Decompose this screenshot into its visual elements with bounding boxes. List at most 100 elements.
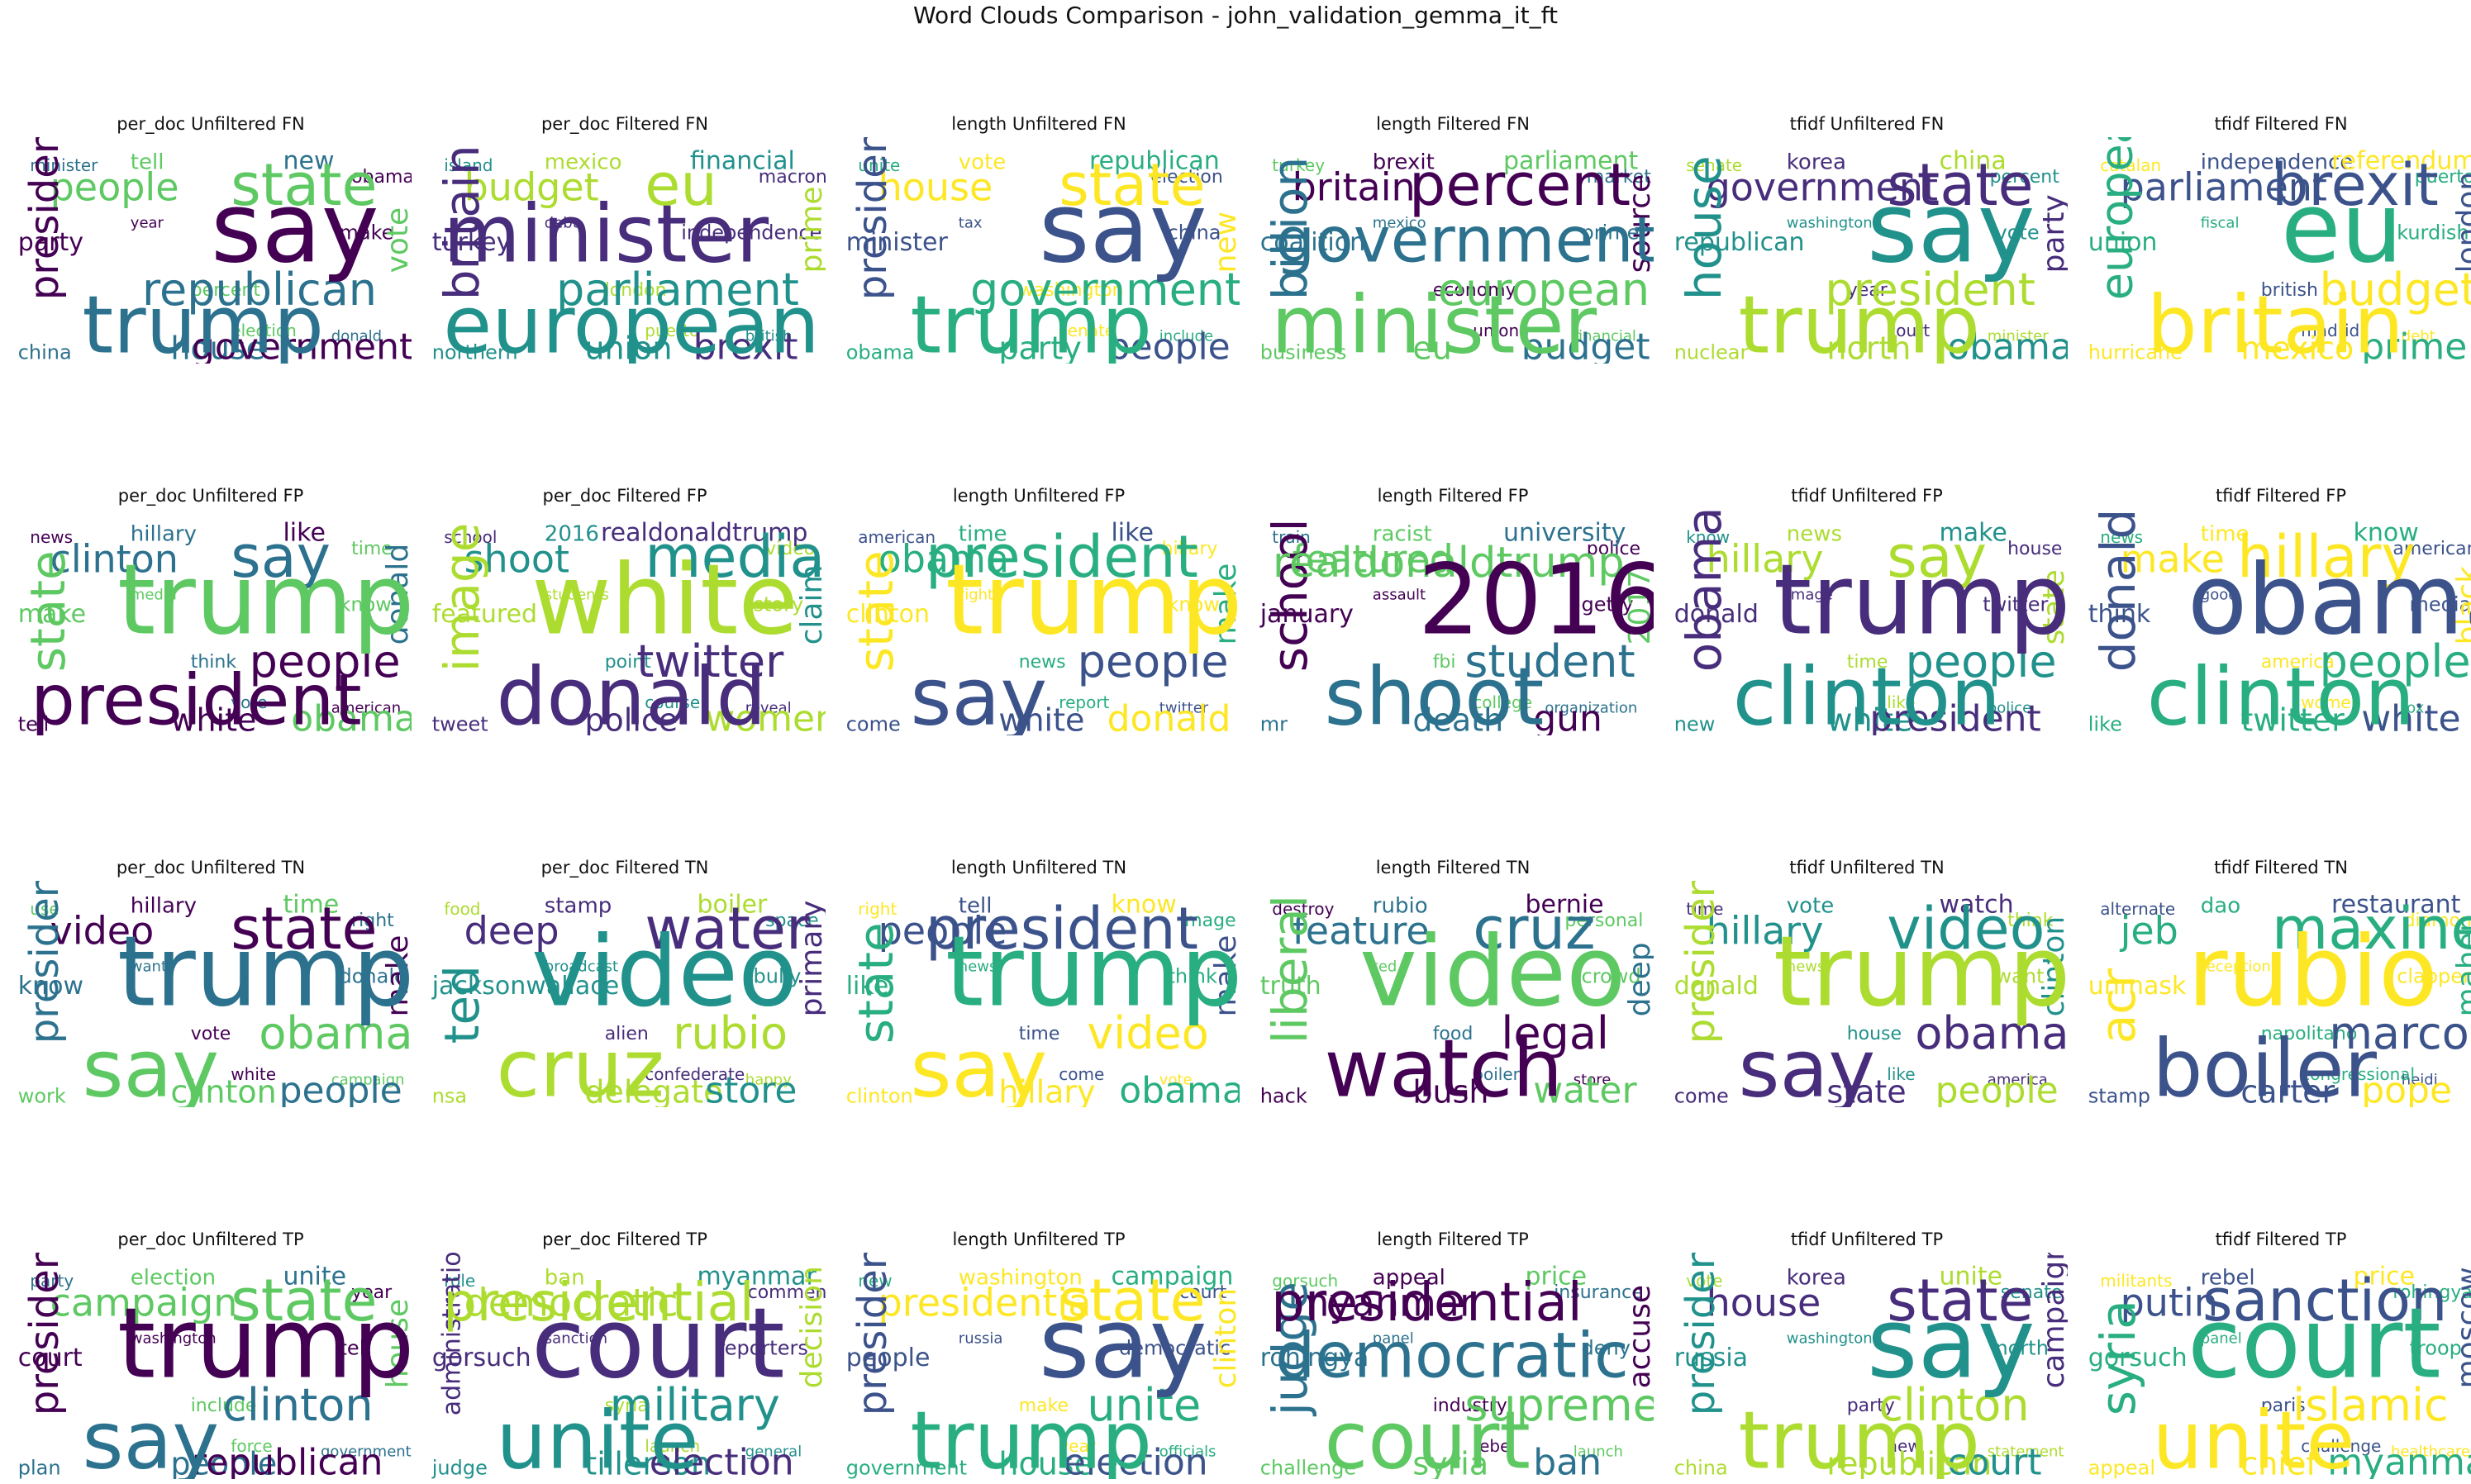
cloud-word: ted — [1373, 958, 1397, 976]
cloud-word: obama — [259, 1007, 412, 1059]
wordcloud-panel: tfidf Filtered FN debt fiscal madrid catalan… — [2080, 114, 2471, 364]
panel-title: tfidf Unfiltered TN — [1789, 858, 1945, 878]
cloud-word: clinton — [1209, 1288, 1240, 1389]
cloud-word: minister — [443, 188, 769, 281]
cloud-word: clinton — [846, 600, 930, 629]
cloud-word: islamic — [2292, 1379, 2449, 1431]
cloud-word: come — [1059, 1064, 1104, 1084]
cloud-word: carter — [2240, 1074, 2335, 1107]
cloud-word: minister — [846, 228, 949, 257]
cloud-word: eu — [645, 151, 717, 219]
cloud-word: say — [1039, 171, 1207, 285]
cloud-word: year — [1059, 1436, 1096, 1456]
panel-title: length Unfiltered TP — [952, 1230, 1126, 1249]
cloud-word: fbi — [1433, 652, 1456, 673]
cloud-word: union — [1473, 321, 1519, 340]
cloud-word: say — [231, 523, 331, 591]
cloud-word: delegate — [584, 1074, 722, 1107]
cloud-word: democratic — [464, 1281, 678, 1325]
cloud-word: obama — [1915, 1007, 2068, 1059]
wordcloud-panel: per_doc Unfiltered FN donald year election m… — [10, 114, 412, 364]
cloud-word: american — [858, 527, 936, 547]
wordcloud: healthcare panel challenge militants rohingy… — [2080, 1253, 2471, 1479]
cloud-word: vote — [959, 150, 1006, 174]
wordcloud-svg: officials russia year new court make governmen… — [846, 1253, 1240, 1479]
cloud-word: video — [531, 915, 797, 1029]
wordcloud: reveal students course school video point twee… — [424, 509, 826, 735]
cloud-word: vote — [1159, 1072, 1193, 1089]
wordcloud-svg: statement washington new vote senate party chi… — [1674, 1253, 2068, 1479]
cloud-word: state — [2037, 569, 2068, 644]
cloud-word: hillary — [1162, 539, 1218, 559]
cloud-word: washington — [1019, 280, 1124, 301]
cloud-word: macron — [759, 167, 826, 188]
wordcloud: police image like know house time new twitter ne… — [1666, 509, 2068, 735]
cloud-word: state — [1059, 1267, 1205, 1334]
panel-title: length Filtered FN — [1376, 114, 1530, 134]
cloud-word: senate — [2001, 1282, 2063, 1303]
cloud-word: racist — [1373, 521, 1432, 546]
cloud-word: vote — [1686, 1271, 1722, 1291]
cloud-word: reveal — [745, 700, 792, 717]
cloud-word: clinton — [1733, 650, 2001, 735]
cloud-word: mexico — [545, 150, 622, 174]
cloud-word: school — [1262, 518, 1318, 672]
wordcloud-svg: healthcare panel challenge militants rohingy… — [2088, 1262, 2471, 1479]
cloud-word: british — [2261, 280, 2318, 301]
cloud-word: new — [1887, 1436, 1921, 1456]
cloud-word: market — [1587, 167, 1651, 188]
cloud-word: korea — [1787, 1265, 1846, 1290]
wordcloud-panel: per_doc Unfiltered FP american media vote ne… — [10, 486, 412, 735]
cloud-word: north — [1996, 1336, 2049, 1359]
cloud-word: percent — [1990, 167, 2060, 188]
cloud-word: good — [2201, 587, 2238, 604]
cloud-word: percent — [191, 280, 261, 301]
cloud-word: mr — [1260, 713, 1288, 735]
cloud-word: news — [959, 958, 997, 976]
cloud-word: image — [1179, 911, 1236, 931]
cloud-word: new — [1209, 212, 1240, 273]
cloud-word: video — [1887, 895, 2045, 963]
cloud-word: european — [1438, 264, 1650, 316]
cloud-word: ban — [545, 1265, 585, 1290]
cloud-word: price — [2353, 1262, 2415, 1291]
cloud-word: referendum — [2331, 146, 2471, 175]
cloud-word: pope — [2361, 1070, 2452, 1107]
cloud-word: students — [545, 587, 609, 604]
cloud-word: trump — [1738, 1394, 1979, 1479]
cloud-word: presidential — [1271, 1272, 1582, 1334]
cloud-word: primary — [795, 901, 826, 1017]
cloud-word: brexit — [693, 326, 798, 364]
cloud-word: make — [381, 935, 412, 1017]
wordcloud-panel: length Unfiltered FP twitter right report am… — [838, 486, 1240, 735]
cloud-word: rebel — [1473, 1436, 1515, 1456]
cloud-word: boiler — [2152, 1022, 2377, 1107]
cloud-word: launch — [645, 1436, 700, 1456]
cloud-word: gorsuch — [432, 1344, 531, 1372]
cloud-word: 2017 — [1623, 569, 1654, 645]
cloud-word: hillary — [998, 1074, 1095, 1107]
wordcloud-svg: campaign want white use right vote work donald h… — [18, 881, 412, 1107]
cloud-word: statement — [1988, 1444, 2064, 1461]
wordcloud: officials russia year new court make governmen… — [838, 1253, 1240, 1479]
cloud-word: student — [1464, 635, 1635, 687]
cloud-word: video — [50, 909, 155, 954]
cloud-word: moscow — [2451, 1267, 2471, 1388]
cloud-word: independence — [2201, 150, 2353, 174]
cloud-word: people — [846, 1344, 931, 1372]
cloud-word: challenge — [2301, 1436, 2381, 1456]
cloud-word: mexico — [1373, 215, 1426, 232]
cloud-word: democratic — [1119, 1336, 1231, 1359]
cloud-word: point — [605, 652, 651, 673]
cloud-word: paris — [2261, 1396, 2306, 1416]
cloud-word: myanmar — [697, 1262, 817, 1291]
cloud-word: washington — [959, 1265, 1083, 1290]
cloud-word: reporters — [717, 1336, 807, 1359]
cloud-word: clinton — [222, 1379, 373, 1431]
cloud-word: state — [1887, 151, 2033, 219]
cloud-word: unite — [496, 1394, 698, 1479]
cloud-word: rohingya — [1260, 1344, 1369, 1372]
wordcloud: store ted boiler destroy personal food hack cro… — [1252, 881, 1654, 1107]
cloud-word: think — [2007, 911, 2054, 931]
cloud-word: feature — [1293, 909, 1430, 954]
